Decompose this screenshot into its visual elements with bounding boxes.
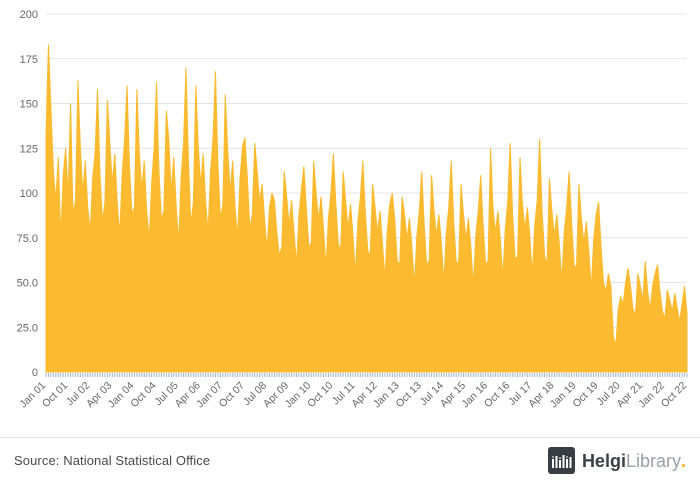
x-tick-label: Oct 22 — [659, 380, 689, 410]
x-tick-label: Oct 19 — [570, 380, 600, 410]
footer: Source: National Statistical Office Helg… — [0, 437, 700, 483]
y-tick-label: 75.0 — [17, 233, 38, 245]
source-label: Source: National Statistical Office — [14, 453, 211, 468]
x-tick-label: Oct 04 — [128, 380, 158, 410]
y-tick-label: 175 — [20, 54, 38, 66]
x-tick-label: Oct 07 — [217, 380, 247, 410]
chart: 200 175 150 125 100 75.0 50.0 25.0 0 Jan 01 Oct 01… — [17, 9, 690, 410]
area-series — [45, 44, 688, 373]
y-tick-label: 200 — [20, 9, 38, 21]
y-tick-label: 25.0 — [17, 322, 38, 334]
brand-text: HelgiLibrary. — [582, 452, 686, 470]
helgi-library-icon — [547, 447, 575, 474]
x-tick-label: Oct 13 — [394, 380, 424, 410]
brand-text-helgi: Helgi — [581, 450, 626, 471]
y-tick-label: 125 — [20, 143, 38, 155]
x-tick-label: Oct 16 — [482, 380, 512, 410]
x-tick-label: Oct 10 — [305, 380, 335, 410]
brand-text-dot: . — [680, 450, 686, 471]
brand-text-library: Library — [625, 450, 681, 471]
y-tick-label: 150 — [20, 99, 38, 111]
y-tick-label: 0 — [32, 367, 38, 379]
y-tick-label: 100 — [20, 188, 38, 200]
x-tick-label: Oct 01 — [40, 380, 70, 410]
brand-logo[interactable]: HelgiLibrary. — [547, 447, 686, 474]
y-tick-label: 50.0 — [17, 278, 38, 290]
